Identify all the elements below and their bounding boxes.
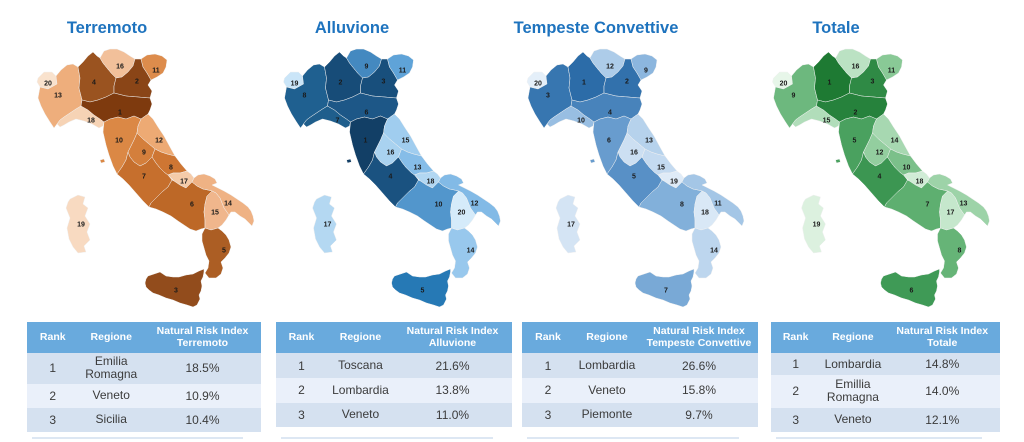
svg-text:12: 12 [471,201,479,208]
svg-text:12: 12 [606,64,614,71]
svg-text:7: 7 [142,174,146,181]
svg-text:3: 3 [174,288,178,295]
svg-text:4: 4 [92,80,96,87]
svg-text:15: 15 [402,138,410,145]
svg-text:17: 17 [180,179,188,186]
svg-text:5: 5 [421,288,425,295]
svg-text:14: 14 [467,248,475,255]
svg-text:5: 5 [853,138,857,145]
svg-text:13: 13 [414,165,422,172]
svg-text:4: 4 [389,174,393,181]
svg-text:12: 12 [155,138,163,145]
svg-text:1: 1 [118,110,122,117]
svg-text:18: 18 [87,118,95,125]
svg-text:14: 14 [224,201,232,208]
svg-text:10: 10 [115,138,123,145]
svg-text:11: 11 [714,201,722,208]
svg-text:10: 10 [435,202,443,209]
svg-text:13: 13 [54,93,62,100]
svg-text:12: 12 [876,150,884,157]
svg-text:10: 10 [577,118,585,125]
svg-text:17: 17 [324,222,332,229]
svg-text:6: 6 [607,138,611,145]
svg-text:16: 16 [852,64,860,71]
svg-text:18: 18 [916,179,924,186]
svg-text:9: 9 [365,64,369,71]
svg-text:20: 20 [458,210,466,217]
svg-text:20: 20 [534,81,542,88]
svg-text:14: 14 [710,248,718,255]
svg-text:20: 20 [44,81,52,88]
svg-text:2: 2 [625,79,629,86]
svg-text:11: 11 [399,68,407,75]
svg-text:18: 18 [427,179,435,186]
svg-text:2: 2 [135,79,139,86]
svg-text:8: 8 [303,93,307,100]
svg-text:15: 15 [823,118,831,125]
svg-text:13: 13 [960,201,968,208]
svg-text:5: 5 [222,248,226,255]
svg-text:8: 8 [169,165,173,172]
svg-text:4: 4 [878,174,882,181]
svg-text:15: 15 [211,210,219,217]
svg-text:18: 18 [701,210,709,217]
svg-text:6: 6 [365,110,369,117]
svg-text:17: 17 [947,210,955,217]
svg-text:10: 10 [903,165,911,172]
svg-text:9: 9 [792,93,796,100]
svg-text:3: 3 [546,93,550,100]
svg-text:11: 11 [152,68,160,75]
svg-text:3: 3 [871,79,875,86]
svg-text:1: 1 [582,80,586,87]
svg-text:20: 20 [780,81,788,88]
svg-text:11: 11 [888,68,896,75]
svg-text:8: 8 [958,248,962,255]
svg-text:19: 19 [670,179,678,186]
svg-text:7: 7 [926,202,930,209]
svg-text:2: 2 [339,80,343,87]
svg-text:9: 9 [644,68,648,75]
svg-text:6: 6 [910,288,914,295]
svg-text:13: 13 [645,138,653,145]
svg-text:1: 1 [364,138,368,145]
svg-text:5: 5 [632,174,636,181]
svg-text:7: 7 [664,288,668,295]
svg-text:3: 3 [382,79,386,86]
svg-text:9: 9 [142,150,146,157]
svg-text:15: 15 [657,165,665,172]
svg-text:16: 16 [387,150,395,157]
svg-text:19: 19 [77,222,85,229]
svg-text:19: 19 [813,222,821,229]
svg-text:17: 17 [567,222,575,229]
svg-text:6: 6 [190,202,194,209]
svg-text:14: 14 [891,138,899,145]
svg-text:7: 7 [336,118,340,125]
svg-text:16: 16 [116,64,124,71]
svg-text:4: 4 [608,110,612,117]
svg-text:19: 19 [291,81,299,88]
svg-text:1: 1 [828,80,832,87]
svg-text:16: 16 [630,150,638,157]
svg-text:8: 8 [680,202,684,209]
svg-text:2: 2 [854,110,858,117]
